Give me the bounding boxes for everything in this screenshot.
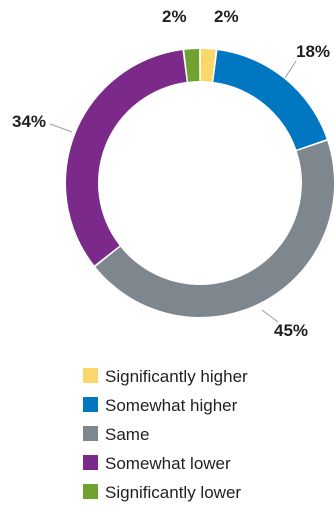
slice-label-significantly-lower: 2% — [162, 7, 187, 26]
legend-item-significantly-higher: Significantly higher — [83, 367, 248, 386]
slice-label-somewhat-higher: 18% — [296, 42, 330, 61]
leader-line-somewhat-lower — [49, 123, 73, 133]
legend-item-same: Same — [83, 425, 149, 444]
legend-item-somewhat-higher: Somewhat higher — [83, 396, 238, 415]
legend-label-somewhat-higher: Somewhat higher — [105, 396, 238, 415]
slice-significantly-higher — [200, 49, 216, 82]
slice-label-significantly-higher: 2% — [214, 7, 239, 26]
slice-somewhat-higher — [213, 50, 327, 150]
leader-lines — [49, 60, 297, 323]
legend-swatch-somewhat-higher — [83, 397, 98, 412]
legend-label-somewhat-lower: Somewhat lower — [105, 454, 231, 473]
slice-somewhat-lower — [66, 50, 187, 266]
legend-label-significantly-higher: Significantly higher — [105, 367, 248, 386]
legend-item-significantly-lower: Significantly lower — [83, 483, 241, 502]
legend-label-same: Same — [105, 425, 149, 444]
slice-significantly-lower — [184, 49, 200, 82]
legend-swatch-somewhat-lower — [83, 455, 98, 470]
legend-swatch-significantly-lower — [83, 484, 98, 499]
slice-labels: 2% 18% 45% 34% 2% — [12, 7, 330, 340]
legend-swatch-significantly-higher — [83, 368, 98, 383]
legend-swatch-same — [83, 426, 98, 441]
donut-slices — [66, 49, 334, 317]
slice-same — [95, 140, 334, 317]
legend-item-somewhat-lower: Somewhat lower — [83, 454, 231, 473]
leader-line-somewhat-higher — [284, 60, 297, 79]
legend: Significantly higher Somewhat higher Same S… — [83, 367, 248, 502]
slice-label-same: 45% — [274, 321, 308, 340]
leader-line-same — [261, 309, 279, 323]
legend-label-significantly-lower: Significantly lower — [105, 483, 241, 502]
slice-label-somewhat-lower: 34% — [12, 112, 46, 131]
